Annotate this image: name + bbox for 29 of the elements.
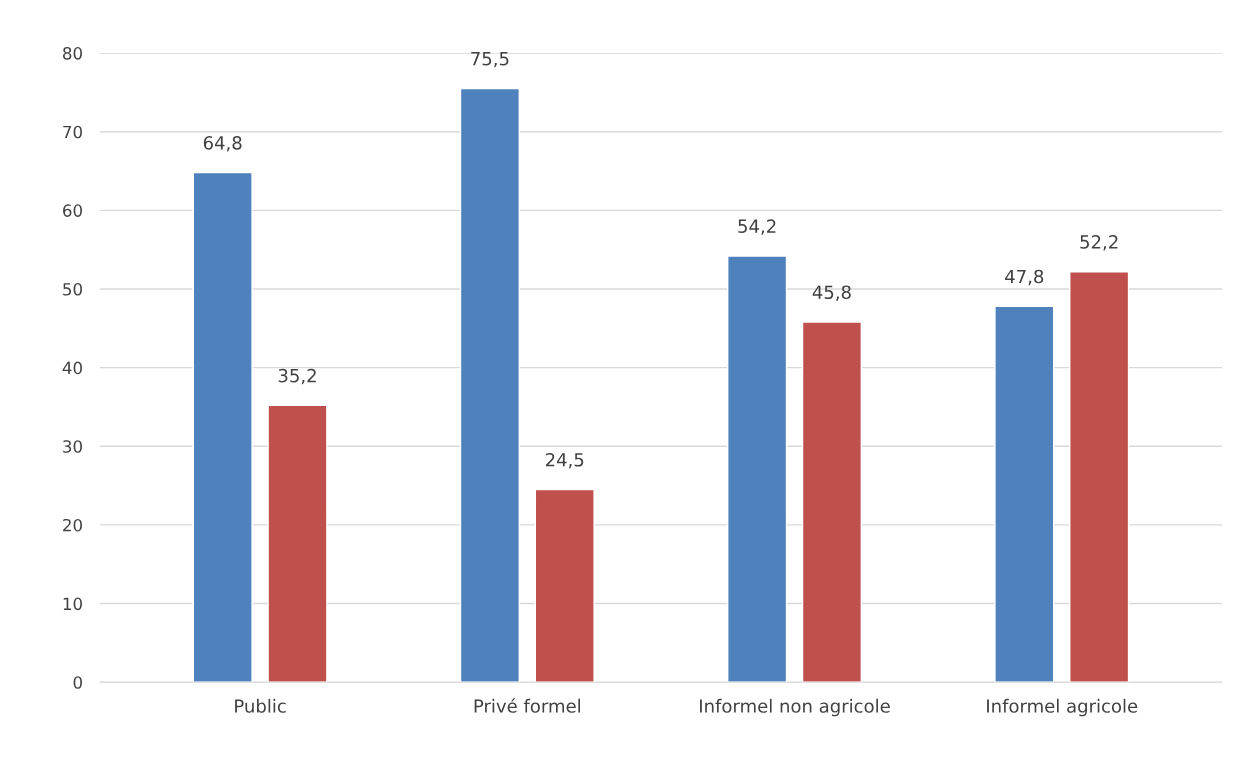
data-label: 35,2: [278, 368, 316, 385]
bar: [994, 305, 1055, 683]
bar: [459, 87, 520, 683]
bar: [801, 321, 863, 683]
bar: [267, 404, 328, 683]
data-label: 64,8: [203, 136, 242, 152]
x-tick-label: Informel non agricole: [700, 698, 890, 717]
bar: [727, 255, 788, 683]
y-tick-label: 0: [73, 676, 82, 689]
data-label: 45,8: [812, 285, 851, 301]
y-tick-label: 10: [63, 597, 82, 611]
y-tick-label: 50: [63, 282, 82, 296]
data-label: 75,5: [471, 52, 509, 68]
data-label: 47,8: [1005, 269, 1044, 286]
y-tick-label: 80: [63, 47, 82, 60]
y-tick-label: 70: [63, 125, 82, 139]
data-label: 52,2: [1080, 235, 1118, 251]
x-tick-label: Public: [235, 698, 286, 713]
x-tick-label: Informel agricole: [987, 698, 1138, 717]
y-tick-label: 60: [63, 204, 82, 217]
data-label: 24,5: [545, 452, 584, 469]
x-tick-label: Privé formel: [474, 698, 580, 713]
bar: [192, 171, 253, 683]
data-label: 54,2: [738, 219, 776, 235]
y-tick-label: 20: [63, 518, 82, 532]
y-tick-label: 30: [63, 440, 82, 453]
bar: [1069, 270, 1130, 683]
y-tick-label: 40: [62, 361, 82, 375]
bar: [534, 488, 595, 683]
